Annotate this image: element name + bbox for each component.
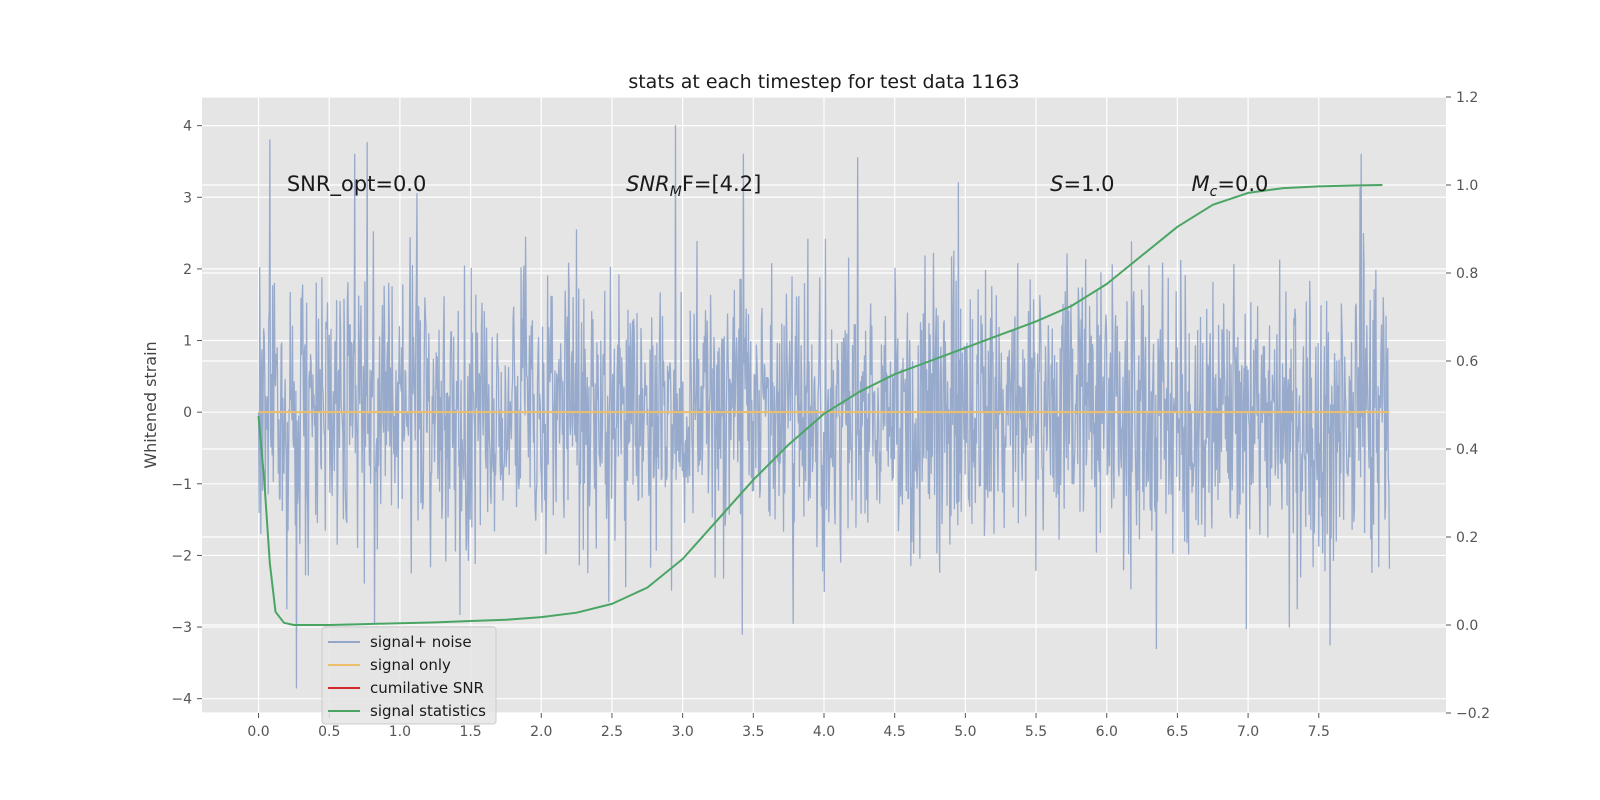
y-tick-label: −4 bbox=[171, 692, 192, 708]
series-line-signal-noise bbox=[257, 125, 1391, 689]
legend-label: signal only bbox=[370, 656, 451, 674]
legend-box bbox=[321, 626, 497, 725]
annotations: SNR_opt=0.0 SNRMF=[4.2] S=1.0 Mc=0.0 bbox=[287, 172, 1269, 200]
x-tick-label: 6.5 bbox=[1166, 724, 1188, 740]
x-tick-label: 1.0 bbox=[389, 724, 411, 740]
x-tick-label: 1.5 bbox=[459, 724, 481, 740]
series-line-3 bbox=[257, 184, 1383, 626]
annotation-prefix: M bbox=[1192, 172, 1210, 196]
x-tick-label: 4.5 bbox=[884, 724, 906, 740]
annotation-3: Mc=0.0 bbox=[1192, 172, 1269, 200]
y-tick-label: −3 bbox=[171, 620, 192, 636]
y2-tick-label: 0.6 bbox=[1456, 354, 1478, 370]
annotation-suffix: F=[4.2] bbox=[682, 172, 761, 196]
y-tick-label: 2 bbox=[183, 262, 192, 278]
x-tick-label: 3.5 bbox=[742, 724, 764, 740]
y-tick-label: 1 bbox=[183, 334, 192, 350]
y2-tick-label: 0.0 bbox=[1456, 618, 1478, 634]
y2-tick-label: 0.8 bbox=[1456, 266, 1478, 282]
annotation-0: SNR_opt=0.0 bbox=[287, 172, 427, 197]
x-tick-label: 0.0 bbox=[247, 724, 269, 740]
annotation-subscript: c bbox=[1210, 184, 1218, 200]
annotation-prefix: SNR_opt=0.0 bbox=[287, 172, 427, 197]
y-tick-label: 4 bbox=[183, 119, 192, 135]
legend-label: signal statistics bbox=[370, 702, 486, 720]
y-tick-label: 3 bbox=[183, 190, 192, 206]
legend: signal+ noise signal only cumilative SNR si… bbox=[321, 626, 497, 725]
y2-tick-label: 1.0 bbox=[1456, 178, 1478, 194]
x-tick-label: 7.5 bbox=[1308, 724, 1330, 740]
annotation-1: SNRMF=[4.2] bbox=[626, 172, 761, 200]
x-tick-label: 2.5 bbox=[601, 724, 623, 740]
x-tick-label: 7.0 bbox=[1237, 724, 1259, 740]
plot-series bbox=[257, 125, 1391, 689]
legend-label: cumilative SNR bbox=[370, 679, 484, 697]
annotation-subscript: M bbox=[670, 184, 682, 200]
x-tick-label: 5.0 bbox=[954, 724, 976, 740]
y-axis-label: Whitened strain bbox=[141, 341, 160, 468]
x-tick-label: 4.0 bbox=[813, 724, 835, 740]
x-tick-label: 0.5 bbox=[318, 724, 340, 740]
x-tick-label: 6.0 bbox=[1096, 724, 1118, 740]
y2-tick-label: −0.2 bbox=[1456, 706, 1490, 722]
annotation-prefix: SNR bbox=[626, 172, 670, 196]
y2-tick-label: 1.2 bbox=[1456, 90, 1478, 106]
left-axis: −4 −3 −2 −1 0 1 2 3 4 bbox=[171, 119, 202, 708]
annotation-suffix: =1.0 bbox=[1064, 172, 1115, 196]
y2-tick-label: 0.2 bbox=[1456, 530, 1478, 546]
annotation-2: S=1.0 bbox=[1050, 172, 1114, 196]
x-axis: 0.0 0.5 1.0 1.5 2.0 2.5 3.0 3.5 4.0 4.5 5.0 5.5 6.0 6… bbox=[247, 713, 1330, 740]
y2-tick-label: 0.4 bbox=[1456, 442, 1478, 458]
legend-label: signal+ noise bbox=[370, 633, 472, 651]
y-tick-label: 0 bbox=[183, 405, 192, 421]
y-tick-label: −1 bbox=[171, 477, 192, 493]
x-tick-label: 5.5 bbox=[1025, 724, 1047, 740]
x-tick-label: 3.0 bbox=[672, 724, 694, 740]
annotation-prefix: S bbox=[1050, 172, 1063, 196]
chart-title: stats at each timestep for test data 116… bbox=[628, 71, 1019, 93]
right-axis: −0.2 0.0 0.2 0.4 0.6 0.8 1.0 1.2 bbox=[1446, 90, 1490, 722]
annotation-suffix: =0.0 bbox=[1217, 172, 1268, 196]
x-tick-label: 2.0 bbox=[530, 724, 552, 740]
y-tick-label: −2 bbox=[171, 548, 192, 564]
